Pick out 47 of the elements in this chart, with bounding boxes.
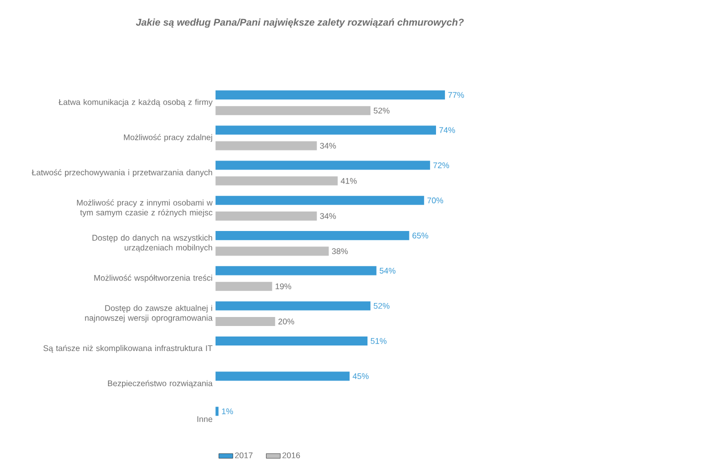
data-label: 65% bbox=[412, 232, 428, 239]
bar bbox=[216, 90, 445, 100]
bar bbox=[216, 282, 272, 292]
data-label: 38% bbox=[332, 248, 348, 254]
bar bbox=[216, 266, 376, 276]
y-tick-label: Dostęp do zawsze aktualnej i najnowszej wersji oprogramowania bbox=[85, 305, 213, 323]
bar bbox=[216, 126, 436, 135]
data-label: 41% bbox=[340, 178, 357, 184]
data-label: 19% bbox=[276, 284, 292, 290]
data-label: 70% bbox=[427, 198, 444, 204]
data-label: 74% bbox=[439, 127, 456, 134]
legend-label: 2016 bbox=[282, 452, 300, 458]
bar bbox=[216, 176, 338, 186]
bar bbox=[216, 231, 410, 240]
y-tick-label: Możliwość współtworzenia treści bbox=[94, 274, 212, 283]
legend-label: 2017 bbox=[235, 452, 253, 458]
y-tick-label: Łatwość przechowywania i przetwarzania danych bbox=[32, 169, 212, 178]
data-label: 1% bbox=[222, 408, 233, 414]
bar bbox=[216, 160, 430, 170]
y-tick-label: Możliwość pracy z innymi osobami w tym samym czasie z różnych miejsc bbox=[77, 200, 213, 218]
y-tick-label: Są tańsze niż skomplikowana infrastruktura IT bbox=[43, 345, 212, 353]
data-label: 34% bbox=[320, 143, 336, 149]
y-tick-label: Dostęp do danych na wszystkich urządzeniach mobilnych bbox=[92, 234, 212, 252]
data-label: 52% bbox=[374, 108, 390, 114]
data-label: 34% bbox=[320, 213, 336, 220]
y-tick-label: Bezpieczeństwo rozwiązania bbox=[108, 380, 213, 388]
data-label: 51% bbox=[370, 338, 387, 344]
data-label: 45% bbox=[352, 373, 369, 380]
bar bbox=[216, 301, 370, 311]
y-tick-label: Możliwość pracy zdalnej bbox=[124, 134, 212, 142]
bar bbox=[216, 317, 276, 326]
bar bbox=[216, 196, 424, 206]
chart-title: Jakie są według Pana/Pani największe zalety rozwiązań chmurowych? bbox=[136, 18, 464, 28]
data-label: 52% bbox=[374, 303, 390, 309]
bar bbox=[216, 141, 317, 150]
data-label: 77% bbox=[448, 92, 464, 98]
y-tick-label: Inne bbox=[197, 416, 212, 422]
bar bbox=[216, 406, 219, 416]
bar bbox=[216, 212, 317, 221]
bar bbox=[216, 372, 350, 381]
bar bbox=[216, 246, 329, 256]
bar bbox=[216, 336, 368, 346]
data-label: 20% bbox=[278, 318, 294, 325]
bar bbox=[216, 106, 370, 116]
data-label: 54% bbox=[380, 268, 396, 274]
y-tick-label: Łatwa komunikacja z każdą osobą z firmy bbox=[58, 99, 213, 107]
data-label: 72% bbox=[433, 162, 450, 168]
